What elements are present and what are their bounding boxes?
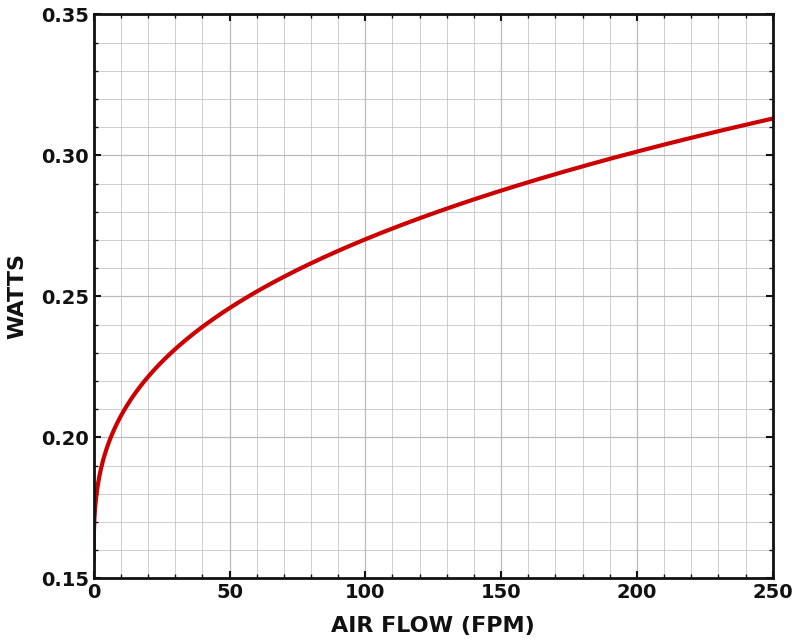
Y-axis label: WATTS: WATTS [7,253,27,340]
X-axis label: AIR FLOW (FPM): AIR FLOW (FPM) [331,616,535,636]
